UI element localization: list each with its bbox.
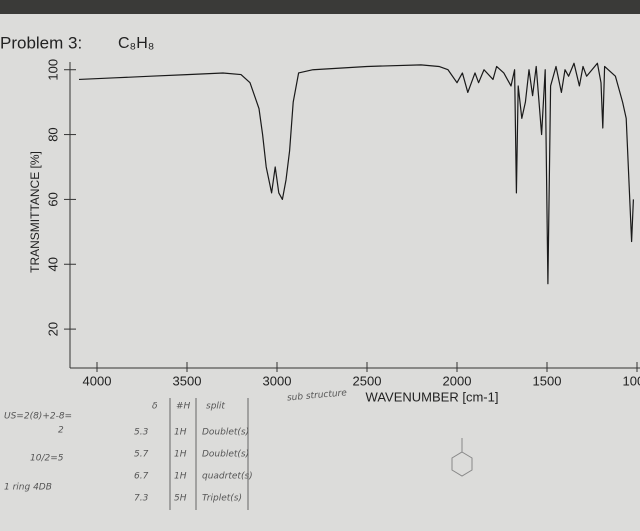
table-cell: Doublet(s) xyxy=(202,428,249,438)
table-cell: 5H xyxy=(174,494,187,504)
table-cell: 1H xyxy=(174,450,187,460)
table-header: #H xyxy=(176,402,191,412)
table-cell: 5.7 xyxy=(134,450,149,460)
y-tick-label: 100 xyxy=(45,59,60,81)
table-cell: 1H xyxy=(174,428,187,438)
y-tick-label: 20 xyxy=(45,322,60,336)
table-header: split xyxy=(206,402,225,412)
table-cell: Triplet(s) xyxy=(202,494,242,504)
y-tick-label: 80 xyxy=(45,127,60,141)
y-tick-label: 40 xyxy=(45,257,60,271)
spectrum-line xyxy=(78,62,634,285)
y-tick-label: 60 xyxy=(45,192,60,206)
us-note: 2 xyxy=(58,426,64,436)
benzene-sketch xyxy=(451,438,473,477)
x-tick-label: 3500 xyxy=(173,373,202,388)
x-tick-label: 3000 xyxy=(263,373,292,388)
table-cell: 6.7 xyxy=(134,472,149,482)
problem-label: Problem 3: xyxy=(0,33,82,52)
paper xyxy=(0,14,640,531)
table-cell: quadrtet(s) xyxy=(202,472,253,482)
x-tick-label: 1000 xyxy=(623,373,640,388)
x-tick-label: 2500 xyxy=(353,373,382,388)
table-cell: 5.3 xyxy=(134,428,149,438)
x-tick-label: 4000 xyxy=(83,373,112,388)
top-edge xyxy=(0,0,640,14)
us-note: 1 ring 4DB xyxy=(4,483,52,493)
formula: C₈H₈ xyxy=(118,35,154,52)
us-note: 10/2=5 xyxy=(30,454,64,464)
table-cell: Doublet(s) xyxy=(202,450,249,460)
x-tick-label: 2000 xyxy=(443,373,472,388)
table-header: δ xyxy=(152,402,158,412)
ring xyxy=(451,451,473,477)
y-axis-label: TRANSMITTANCE [%] xyxy=(28,151,42,273)
table-cell: 7.3 xyxy=(134,494,149,504)
x-axis-label: WAVENUMBER [cm-1] xyxy=(366,389,499,404)
us-note: US=2(8)+2-8= xyxy=(4,412,72,422)
x-tick-label: 1500 xyxy=(533,373,562,388)
table-cell: 1H xyxy=(174,472,187,482)
